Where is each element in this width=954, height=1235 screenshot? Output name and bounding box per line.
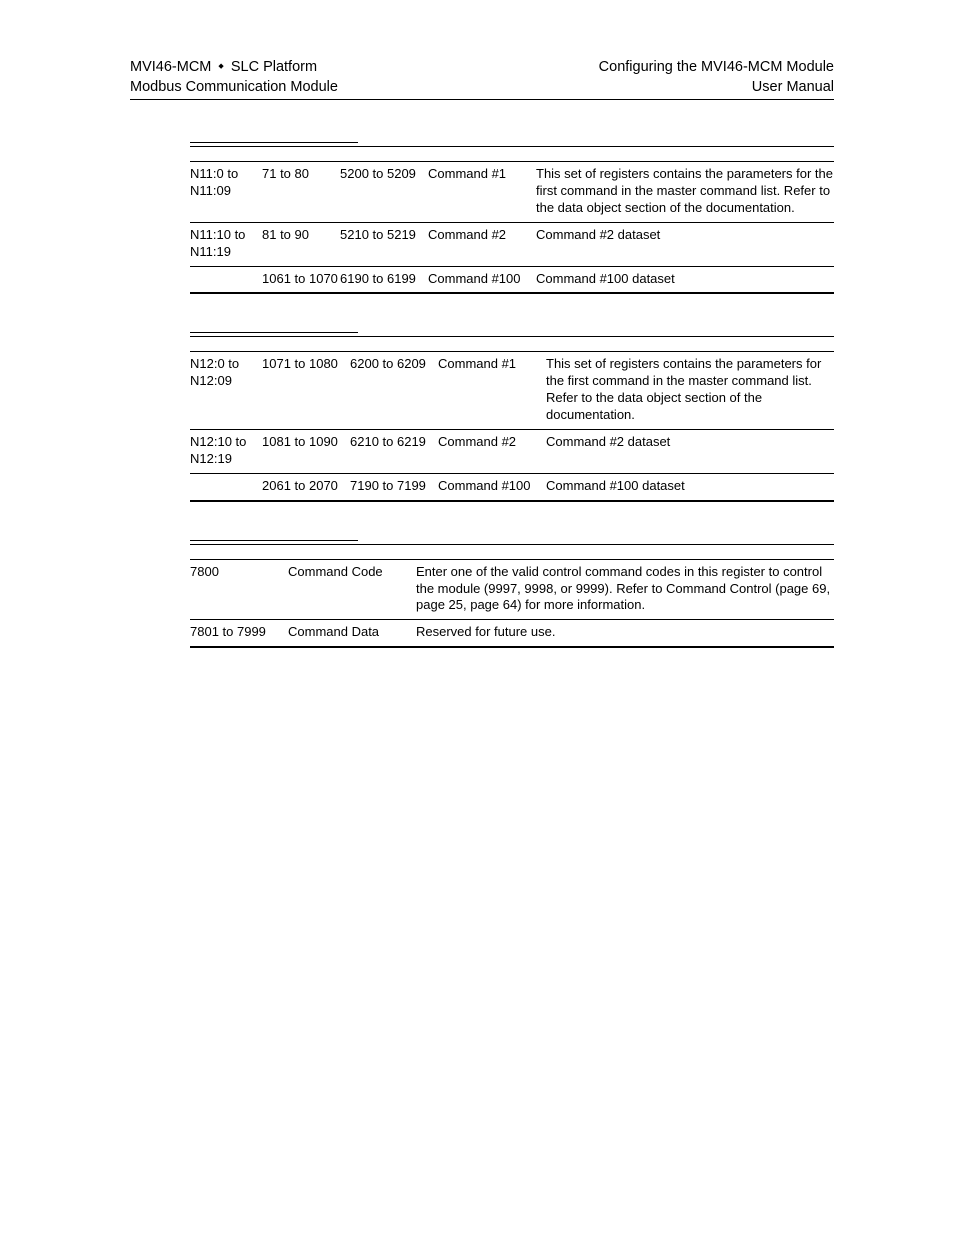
header-platform: SLC Platform [231,59,317,75]
cell-mfile: 1071 to 1080 [262,356,350,424]
section-port1-commands: N11:0 to N11:09 71 to 80 5200 to 5209 Co… [190,142,834,294]
cell-db: 6200 to 6209 [350,356,438,424]
header-product: MVI46-MCM [130,59,211,75]
cell-register: 7801 to 7999 [190,624,288,641]
table-row: 1061 to 1070 6190 to 6199 Command #100 C… [190,267,834,294]
table-port1: N11:0 to N11:09 71 to 80 5200 to 5209 Co… [190,146,834,294]
header-subtitle: Modbus Communication Module [130,78,338,98]
table-header-rule [190,336,834,352]
cell-desc: This set of registers contains the param… [546,356,834,424]
cell-name: Command #2 [438,434,546,468]
cell-name: Command Code [288,564,416,615]
cell-desc: Enter one of the valid control command c… [416,564,834,615]
table-header-rule [190,544,834,560]
cell-desc: Command #2 dataset [546,434,834,468]
header-doc-title: Configuring the MVI46-MCM Module [599,58,834,78]
table-row: 7801 to 7999 Command Data Reserved for f… [190,620,834,647]
cell-mfile: 71 to 80 [262,166,340,217]
cell-name: Command Data [288,624,416,641]
cell-name: Command #1 [428,166,536,217]
table-command-control: 7800 Command Code Enter one of the valid… [190,544,834,649]
table-row: 7800 Command Code Enter one of the valid… [190,560,834,621]
table-header-rule [190,146,834,162]
cell-db: 6210 to 6219 [350,434,438,468]
cell-desc: This set of registers contains the param… [536,166,834,217]
cell-register [190,478,262,495]
cell-desc: Command #2 dataset [536,227,834,261]
cell-desc: Command #100 dataset [536,271,834,288]
cell-name: Command #100 [438,478,546,495]
cell-mfile: 1081 to 1090 [262,434,350,468]
table-port2: N12:0 to N12:09 1071 to 1080 6200 to 620… [190,336,834,501]
cell-mfile: 2061 to 2070 [262,478,350,495]
section-command-control: 7800 Command Code Enter one of the valid… [190,540,834,649]
page-header: MVI46-MCM ◆ SLC Platform Modbus Communic… [130,58,834,100]
section-title-rule [190,540,358,541]
cell-register: N11:10 to N11:19 [190,227,262,261]
table-row: 2061 to 2070 7190 to 7199 Command #100 C… [190,474,834,501]
cell-register: N12:0 to N12:09 [190,356,262,424]
table-row: N11:10 to N11:19 81 to 90 5210 to 5219 C… [190,223,834,267]
cell-name: Command #100 [428,271,536,288]
cell-mfile: 81 to 90 [262,227,340,261]
page: MVI46-MCM ◆ SLC Platform Modbus Communic… [0,0,954,1235]
cell-register: 7800 [190,564,288,615]
table-row: N12:0 to N12:09 1071 to 1080 6200 to 620… [190,352,834,430]
cell-db: 5200 to 5209 [340,166,428,217]
cell-mfile: 1061 to 1070 [262,271,340,288]
header-left: MVI46-MCM ◆ SLC Platform Modbus Communic… [130,58,338,97]
cell-name: Command #1 [438,356,546,424]
diamond-icon: ◆ [218,62,223,71]
section-port2-commands: N12:0 to N12:09 1071 to 1080 6200 to 620… [190,332,834,501]
cell-db: 6190 to 6199 [340,271,428,288]
header-right: Configuring the MVI46-MCM Module User Ma… [599,58,834,97]
cell-db: 5210 to 5219 [340,227,428,261]
cell-register: N11:0 to N11:09 [190,166,262,217]
header-doc-type: User Manual [599,78,834,98]
cell-register: N12:10 to N12:19 [190,434,262,468]
table-row: N11:0 to N11:09 71 to 80 5200 to 5209 Co… [190,162,834,223]
cell-register [190,271,262,288]
cell-db: 7190 to 7199 [350,478,438,495]
cell-desc: Reserved for future use. [416,624,834,641]
section-title-rule [190,332,358,333]
cell-desc: Command #100 dataset [546,478,834,495]
cell-name: Command #2 [428,227,536,261]
section-title-rule [190,142,358,143]
table-row: N12:10 to N12:19 1081 to 1090 6210 to 62… [190,430,834,474]
